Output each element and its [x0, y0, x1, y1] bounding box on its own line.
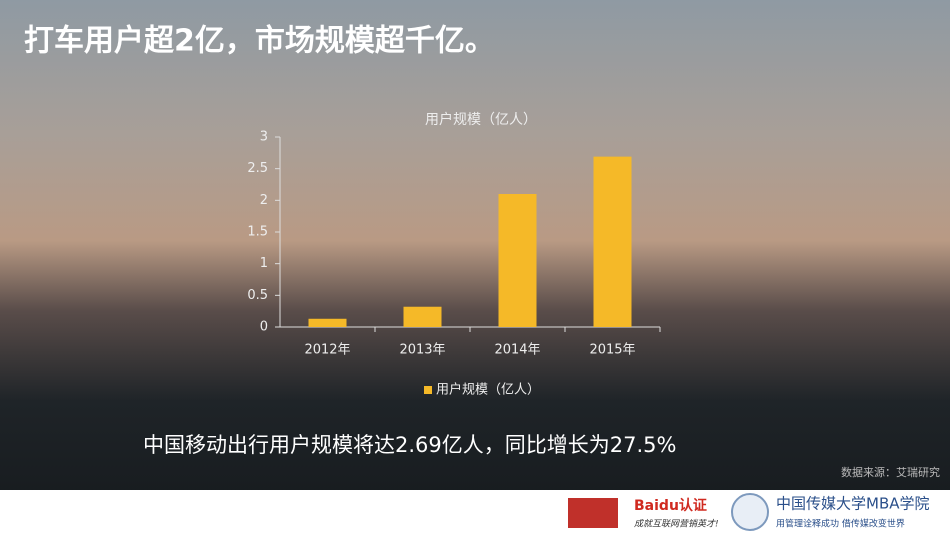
school-name: 中国传媒大学MBA学院: [776, 495, 930, 513]
y-tick-label: 3: [260, 130, 268, 145]
x-tick-label: 2013年: [399, 343, 445, 358]
footer-logos: Baidu认证 成就互联网营销英才! 中国传媒大学MBA学院 用管理诠释成功 借…: [568, 493, 930, 531]
bar: [308, 318, 347, 327]
legend-label: 用户规模（亿人）: [436, 382, 540, 398]
y-tick-label: 0.5: [247, 288, 268, 303]
school-slogan: 用管理诠释成功 借传媒改变世界: [776, 518, 905, 530]
source: 数据来源：艾瑞研究: [841, 465, 940, 479]
bar: [498, 194, 537, 327]
chart: 打车用户超2亿，市场规模超千亿。 用户规模（亿人） 数据来源：艾瑞研究 0 0.5…: [24, 24, 940, 479]
note: 中国移动出行用户规模将达2.69亿人，同比增长为27.5%: [143, 433, 677, 457]
baidu-slogan: 成就互联网营销英才!: [634, 519, 719, 530]
baidu-label: Baidu认证: [634, 497, 707, 514]
x-tick-label: 2012年: [304, 343, 350, 358]
legend-swatch: [424, 386, 432, 394]
bar: [403, 306, 442, 327]
slide-title: 打车用户超2亿，市场规模超千亿。: [24, 24, 495, 59]
y-tick-label: 2.5: [247, 161, 268, 176]
baidu-icon: [568, 498, 618, 528]
school-seal: [731, 493, 769, 531]
y-tick-label: 0: [260, 320, 268, 335]
y-tick-label: 2: [260, 193, 268, 208]
bar: [593, 156, 632, 327]
footer: Baidu认证 成就互联网营销英才! 中国传媒大学MBA学院 用管理诠释成功 借…: [0, 490, 950, 535]
x-tick-label: 2014年: [494, 343, 540, 358]
x-tick-label: 2015年: [589, 343, 635, 358]
y-tick-label: 1.5: [247, 225, 268, 240]
chart-title: 用户规模（亿人）: [425, 111, 537, 128]
y-tick-label: 1: [260, 256, 268, 271]
